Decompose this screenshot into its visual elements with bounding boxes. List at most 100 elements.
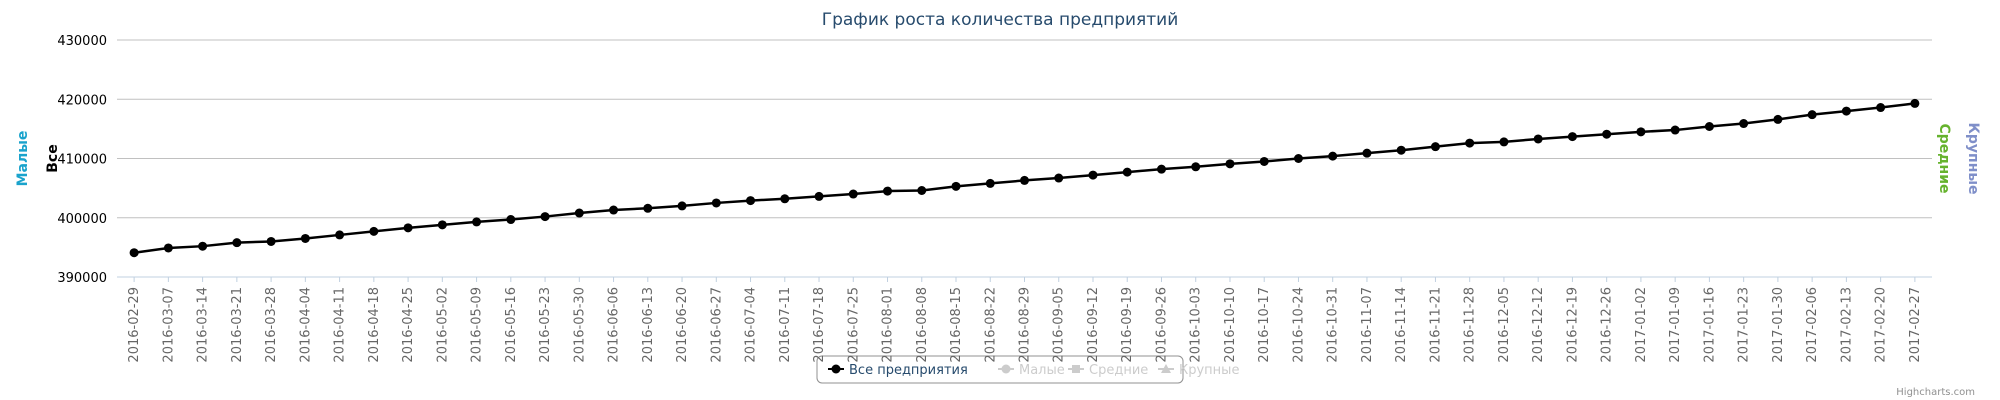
data-point (1122, 167, 1132, 177)
data-point (711, 198, 721, 208)
x-tick-label: 2016-05-23 (538, 287, 553, 363)
data-point (369, 226, 379, 236)
x-tick-label: 2016-09-05 (1052, 287, 1067, 363)
x-tick-label: 2016-05-16 (504, 287, 519, 363)
legend-label[interactable]: Малые (1019, 363, 1065, 378)
data-point (163, 243, 173, 253)
data-point (1533, 134, 1543, 144)
legend-marker (1001, 364, 1011, 374)
x-tick-label: 2016-02-29 (127, 287, 142, 363)
data-point (335, 230, 345, 240)
data-point (574, 208, 584, 218)
x-tick-label: 2017-02-06 (1805, 287, 1820, 363)
data-point (1499, 137, 1509, 147)
x-tick-label: 2016-11-07 (1360, 287, 1375, 363)
data-point (746, 196, 756, 206)
data-point (506, 215, 516, 225)
data-point (1054, 173, 1064, 183)
x-tick-label: 2016-08-22 (983, 287, 998, 363)
y-axis-title: Малые (15, 131, 31, 187)
x-tick-label: 2016-08-15 (949, 287, 964, 363)
legend-label[interactable]: Крупные (1179, 363, 1239, 378)
x-tick-label: 2016-10-03 (1189, 287, 1204, 363)
data-point (1362, 148, 1372, 158)
x-tick-label: 2016-06-20 (675, 287, 690, 363)
x-tick-label: 2016-12-05 (1497, 287, 1512, 363)
data-point (1876, 103, 1886, 113)
data-point (985, 178, 995, 188)
data-point (266, 236, 276, 246)
data-point (1225, 159, 1235, 169)
data-point (1739, 119, 1749, 129)
credits[interactable]: Highcharts.com (1896, 387, 1975, 398)
x-tick-label: 2016-12-19 (1565, 287, 1580, 363)
x-tick-label: 2017-02-20 (1874, 287, 1889, 363)
y2-axis-title: Крупные (1965, 122, 1981, 194)
x-tick-label: 2016-07-11 (778, 287, 793, 363)
data-point (1773, 114, 1783, 124)
x-tick-label: 2016-08-08 (915, 287, 930, 363)
data-point (780, 194, 790, 204)
x-tick-label: 2017-01-02 (1634, 287, 1649, 363)
x-tick-label: 2016-09-26 (1154, 287, 1169, 363)
y-tick-label: 390000 (57, 271, 107, 286)
data-point (1430, 142, 1440, 152)
x-tick-label: 2016-03-07 (161, 287, 176, 363)
legend-marker (1072, 365, 1080, 373)
data-point (300, 233, 310, 243)
data-point (1602, 129, 1612, 139)
data-point (472, 217, 482, 227)
legend-marker (1161, 364, 1171, 373)
data-point (1841, 106, 1851, 116)
x-tick-label: 2016-10-24 (1291, 287, 1306, 363)
data-point (951, 181, 961, 191)
data-point (1670, 125, 1680, 135)
x-tick-label: 2017-01-09 (1668, 287, 1683, 363)
data-point (1293, 154, 1303, 163)
data-point (1807, 110, 1817, 120)
x-tick-label: 2017-02-13 (1839, 287, 1854, 363)
data-point (609, 205, 619, 215)
x-tick-label: 2016-03-28 (264, 287, 279, 363)
x-tick-label: 2016-10-10 (1223, 287, 1238, 363)
data-point (1396, 145, 1406, 155)
legend-label[interactable]: Средние (1089, 363, 1148, 378)
x-tick-label: 2017-01-16 (1702, 287, 1717, 363)
data-point (1191, 162, 1201, 172)
x-tick-label: 2016-04-04 (298, 287, 313, 363)
data-point (1020, 175, 1029, 185)
data-point (437, 220, 447, 230)
x-tick-label: 2016-06-06 (607, 287, 622, 363)
y-axis-title: Все (45, 144, 61, 172)
x-tick-label: 2016-03-21 (230, 287, 245, 363)
x-tick-label: 2016-05-30 (572, 287, 587, 363)
x-tick-label: 2017-01-23 (1737, 287, 1752, 363)
data-point (848, 189, 858, 199)
x-tick-label: 2016-07-04 (744, 287, 759, 363)
data-point (232, 238, 242, 248)
x-tick-label: 2016-04-11 (333, 287, 348, 363)
y2-axis-title: Средние (1936, 123, 1952, 193)
x-tick-label: 2016-12-12 (1531, 287, 1546, 363)
chart-title: График роста количества предприятий (822, 10, 1179, 30)
x-tick-label: 2016-07-18 (812, 287, 827, 363)
x-tick-label: 2016-11-14 (1394, 287, 1409, 363)
x-tick-label: 2016-10-17 (1257, 287, 1272, 363)
x-tick-label: 2017-02-27 (1908, 287, 1923, 363)
x-tick-label: 2016-11-21 (1428, 287, 1443, 363)
x-tick-label: 2016-10-31 (1326, 287, 1341, 363)
legend-label[interactable]: Все предприятия (849, 363, 968, 378)
legend-marker (831, 364, 841, 374)
x-tick-label: 2016-04-25 (401, 287, 416, 363)
data-point (1636, 127, 1646, 137)
data-point (1567, 132, 1577, 142)
data-point (129, 248, 139, 258)
data-point (917, 185, 927, 195)
data-point (198, 241, 208, 251)
x-tick-label: 2016-09-19 (1120, 287, 1135, 363)
data-point (814, 191, 824, 201)
data-point (1910, 98, 1920, 108)
data-point (1465, 138, 1475, 148)
y-tick-label: 420000 (57, 93, 107, 108)
